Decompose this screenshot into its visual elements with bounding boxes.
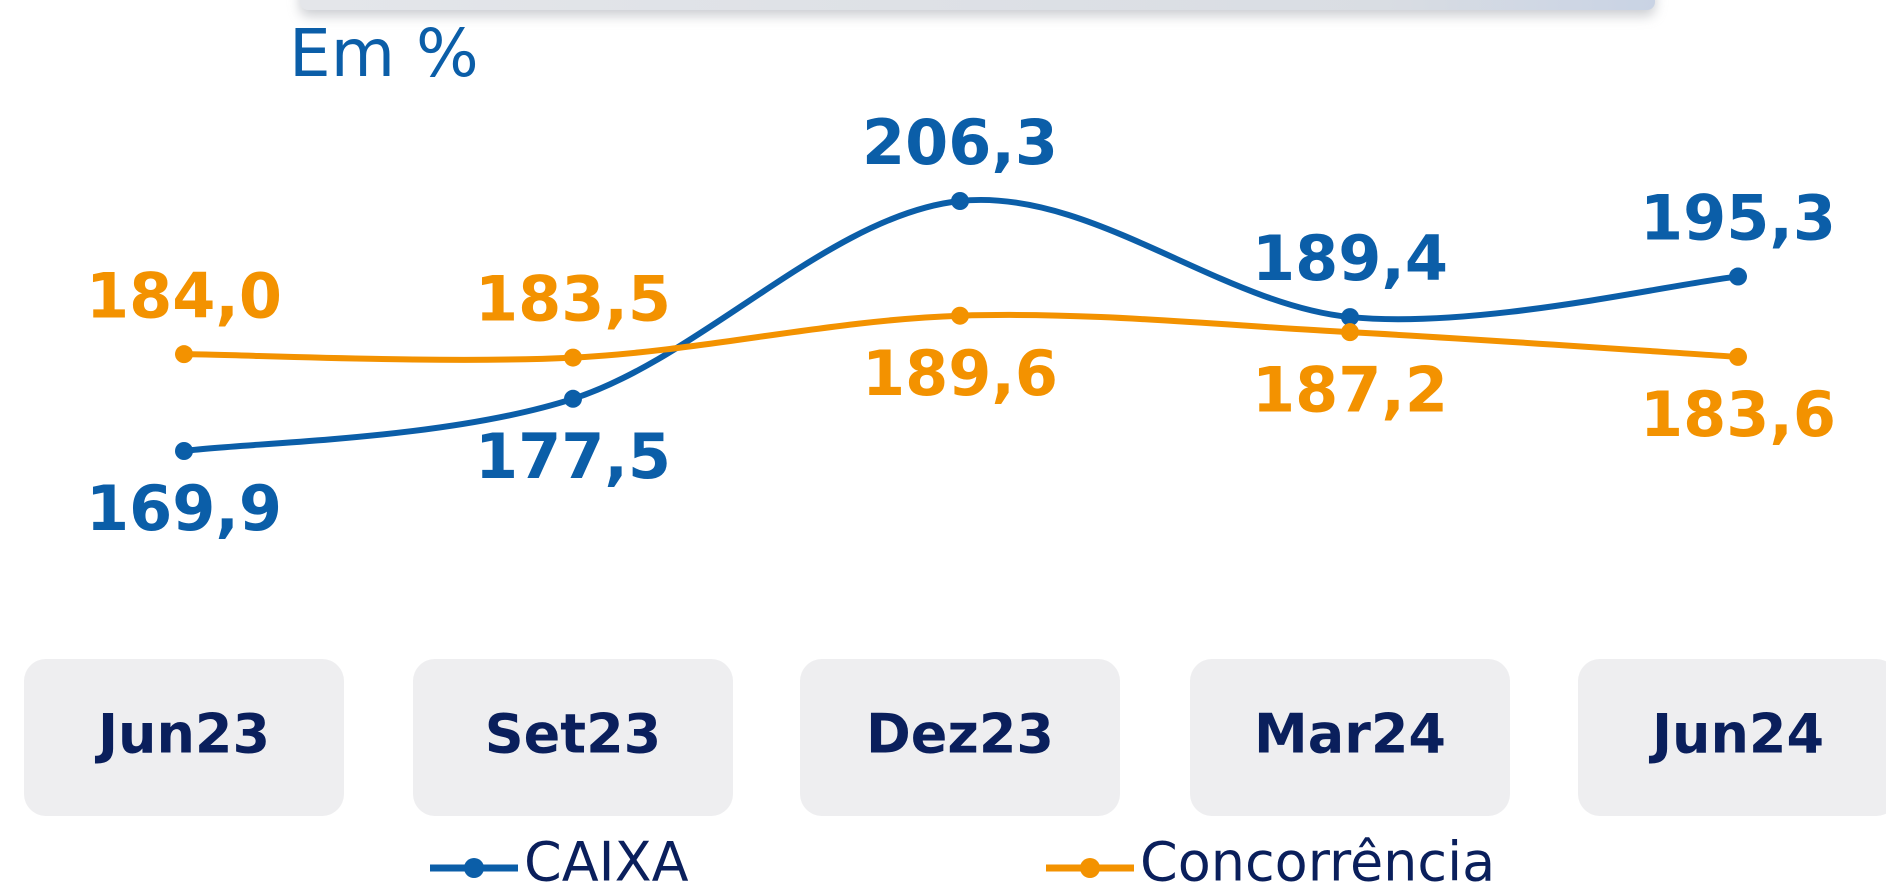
x-tick-label: Mar24 — [1254, 703, 1446, 766]
data-point — [1341, 323, 1359, 342]
data-point — [175, 442, 193, 460]
x-tick-label: Jun24 — [1648, 703, 1824, 766]
data-point — [951, 192, 969, 210]
data-label: 177,5 — [475, 420, 671, 493]
data-label: 169,9 — [86, 472, 282, 545]
data-label: 206,3 — [862, 106, 1058, 179]
data-label: 183,6 — [1640, 378, 1836, 451]
category-box — [24, 659, 344, 816]
data-point — [1729, 347, 1747, 366]
data-label: 184,0 — [86, 259, 282, 332]
data-label: 189,4 — [1252, 222, 1448, 295]
data-label: 195,3 — [1640, 182, 1836, 255]
data-point — [1729, 267, 1747, 286]
data-point — [951, 306, 969, 325]
category-box — [1190, 659, 1510, 816]
category-box — [800, 659, 1120, 816]
legend-label: Concorrência — [1140, 831, 1495, 891]
category-box — [1578, 659, 1886, 816]
x-tick-label: Jun23 — [94, 703, 270, 766]
data-label: 187,2 — [1252, 353, 1448, 426]
subtitle: Em % — [289, 15, 479, 92]
x-tick-label: Set23 — [485, 703, 661, 766]
data-point — [564, 348, 582, 367]
data-point — [175, 345, 193, 364]
legend-dot — [464, 858, 484, 878]
data-point — [1341, 308, 1359, 327]
data-label: 189,6 — [862, 337, 1058, 410]
data-point — [564, 389, 582, 408]
data-label: 183,5 — [475, 263, 671, 336]
category-box — [413, 659, 733, 816]
legend-dot — [1080, 858, 1100, 878]
panel-edge — [300, 0, 1655, 10]
series-line — [183, 196, 1739, 454]
legend-label: CAIXA — [524, 831, 689, 891]
x-tick-label: Dez23 — [866, 703, 1054, 766]
